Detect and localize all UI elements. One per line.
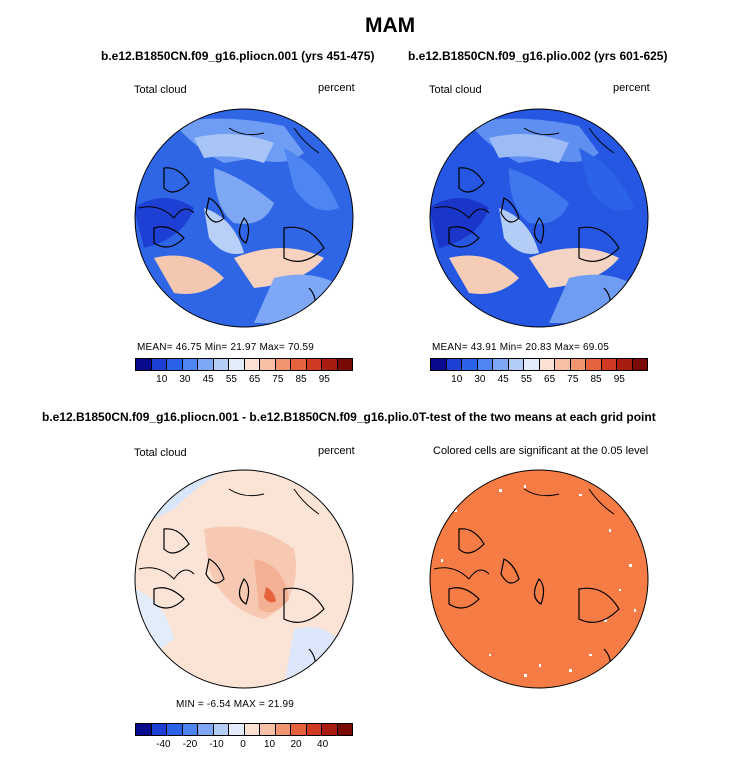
colorbar-tick-label: 55 bbox=[225, 374, 237, 385]
colorbar-swatch bbox=[586, 359, 602, 370]
colorbar-swatch bbox=[291, 359, 307, 370]
colorbar-tick-label: -40 bbox=[156, 739, 171, 750]
colorbar-swatch bbox=[477, 359, 493, 370]
colorbar-swatch bbox=[555, 359, 571, 370]
colorbar-tick-label: 40 bbox=[317, 739, 329, 750]
map-panel-bl bbox=[134, 469, 354, 689]
colorbar-swatch bbox=[151, 724, 167, 735]
colorbar-tick-label: 30 bbox=[179, 374, 191, 385]
colorbar-swatch bbox=[260, 359, 276, 370]
colorbar-swatch bbox=[446, 359, 462, 370]
colorbar-tick-label: 10 bbox=[451, 374, 463, 385]
colorbar-swatch bbox=[182, 359, 198, 370]
colorbar-tick-label: 85 bbox=[590, 374, 602, 385]
colorbar-tick-label: -20 bbox=[182, 739, 198, 750]
panel-bl-left-label: Total cloud bbox=[134, 447, 187, 459]
colorbar-swatch bbox=[306, 359, 322, 370]
colorbar-swatch bbox=[167, 359, 183, 370]
colorbar-swatch bbox=[524, 359, 540, 370]
colorbar-swatch bbox=[539, 359, 555, 370]
colorbar-swatch bbox=[462, 359, 478, 370]
panel-bl-right-label: percent bbox=[318, 445, 355, 457]
panel-bl-stats: MIN = -6.54 MAX = 21.99 bbox=[176, 699, 294, 710]
map-panel-tl bbox=[134, 108, 354, 328]
colorbar-tr bbox=[430, 358, 648, 371]
colorbar-tick-label: 55 bbox=[520, 374, 532, 385]
colorbar-swatch bbox=[337, 724, 352, 735]
colorbar-swatch bbox=[244, 359, 260, 370]
colorbar-swatch bbox=[260, 724, 276, 735]
colorbar-tick-label: 95 bbox=[613, 374, 625, 385]
colorbar-swatch bbox=[617, 359, 633, 370]
panel-bl-title: b.e12.B1850CN.f09_g16.pliocn.001 - b.e12… bbox=[42, 410, 433, 424]
colorbar-tick-label: 75 bbox=[567, 374, 579, 385]
colorbar-swatch bbox=[508, 359, 524, 370]
colorbar-tick-label: 95 bbox=[318, 374, 330, 385]
colorbar-tick-label: 65 bbox=[249, 374, 261, 385]
colorbar-swatch bbox=[198, 724, 214, 735]
colorbar-tick-label: 10 bbox=[156, 374, 168, 385]
colorbar-bl bbox=[135, 723, 353, 736]
colorbar-tl-ticks: 10 30 45 55 65 75 85 95 bbox=[135, 374, 351, 386]
map-panel-tr bbox=[429, 108, 649, 328]
colorbar-tick-label: 75 bbox=[272, 374, 284, 385]
panel-tr-title: b.e12.B1850CN.f09_g16.plio.002 (yrs 601-… bbox=[408, 49, 668, 63]
colorbar-swatch bbox=[493, 359, 509, 370]
figure-title: MAM bbox=[365, 14, 416, 37]
colorbar-swatch bbox=[229, 359, 245, 370]
panel-br-title: T-test of the two means at each grid poi… bbox=[419, 410, 656, 424]
colorbar-swatch bbox=[322, 724, 338, 735]
map-panel-br bbox=[429, 469, 649, 689]
colorbar-swatch bbox=[198, 359, 214, 370]
colorbar-swatch bbox=[244, 724, 260, 735]
colorbar-swatch bbox=[431, 359, 447, 370]
colorbar-swatch bbox=[291, 724, 307, 735]
colorbar-swatch bbox=[213, 359, 229, 370]
colorbar-tick-label: 0 bbox=[240, 739, 246, 750]
colorbar-swatch bbox=[275, 724, 291, 735]
colorbar-swatch bbox=[229, 724, 245, 735]
colorbar-swatch bbox=[136, 724, 152, 735]
colorbar-tick-label: 30 bbox=[474, 374, 486, 385]
colorbar-swatch bbox=[151, 359, 167, 370]
colorbar-tick-label: 20 bbox=[290, 739, 302, 750]
colorbar-tick-label: 45 bbox=[497, 374, 509, 385]
colorbar-tick-label: 65 bbox=[544, 374, 556, 385]
colorbar-swatch bbox=[275, 359, 291, 370]
panel-tl-title: b.e12.B1850CN.f09_g16.pliocn.001 (yrs 45… bbox=[101, 49, 375, 63]
colorbar-tick-label: 85 bbox=[295, 374, 307, 385]
colorbar-swatch bbox=[337, 359, 352, 370]
colorbar-swatch bbox=[322, 359, 338, 370]
panel-tr-right-label: percent bbox=[613, 82, 650, 94]
colorbar-tr-ticks: 10 30 45 55 65 75 85 95 bbox=[430, 374, 646, 386]
panel-tr-stats: MEAN= 43.91 Min= 20.83 Max= 69.05 bbox=[432, 342, 609, 353]
panel-tl-stats: MEAN= 46.75 Min= 21.97 Max= 70.59 bbox=[137, 342, 314, 353]
colorbar-tick-label: 45 bbox=[202, 374, 214, 385]
colorbar-swatch bbox=[213, 724, 229, 735]
colorbar-swatch bbox=[601, 359, 617, 370]
panel-br-subtitle: Colored cells are significant at the 0.0… bbox=[433, 445, 649, 457]
colorbar-swatch bbox=[632, 359, 647, 370]
colorbar-swatch bbox=[136, 359, 152, 370]
colorbar-tick-label: -10 bbox=[209, 739, 224, 750]
panel-tl-right-label: percent bbox=[318, 82, 355, 94]
colorbar-swatch bbox=[167, 724, 183, 735]
colorbar-bl-ticks: -40 -20 -10 0 10 20 40 bbox=[135, 739, 351, 751]
colorbar-tick-label: 10 bbox=[263, 739, 276, 750]
colorbar-swatch bbox=[306, 724, 322, 735]
colorbar-tl bbox=[135, 358, 353, 371]
panel-tl-left-label: Total cloud bbox=[134, 84, 187, 96]
colorbar-swatch bbox=[182, 724, 198, 735]
colorbar-swatch bbox=[570, 359, 586, 370]
panel-tr-left-label: Total cloud bbox=[429, 84, 482, 96]
